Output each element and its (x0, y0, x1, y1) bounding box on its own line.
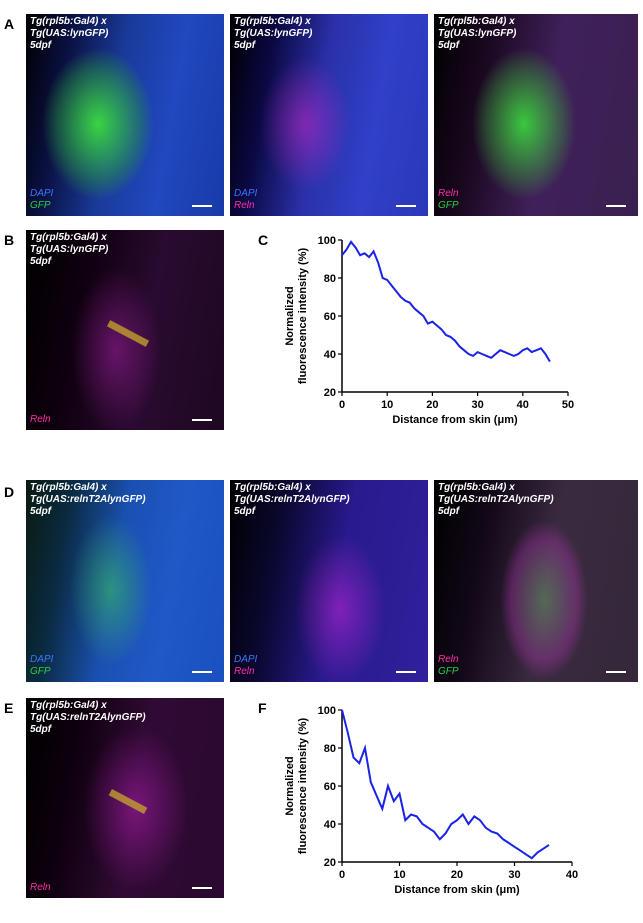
legend-reln: Reln (438, 188, 459, 199)
y-tick-label: 40 (324, 349, 336, 361)
micrograph-d3: Tg(rpl5b:Gal4) x Tg(UAS:relnT2AlynGFP) 5… (434, 480, 638, 682)
micrograph-caption: Tg(rpl5b:Gal4) x Tg(UAS:lynGFP) 5dpf (438, 16, 517, 51)
panel-label-b: B (4, 232, 15, 248)
channel-legend: DAPI GFP (30, 654, 53, 678)
chart-c: 20 40 60 80 100 0 10 20 30 40 50 Distance from skin… (284, 235, 574, 426)
x-tick-label: 40 (566, 869, 578, 881)
micrograph-a2: Tg(rpl5b:Gal4) x Tg(UAS:lynGFP) 5dpf DAP… (230, 14, 428, 216)
legend-reln: Reln (438, 654, 459, 665)
micrograph-d1: Tg(rpl5b:Gal4) x Tg(UAS:relnT2AlynGFP) 5… (26, 480, 224, 682)
y-tick-label: 60 (324, 781, 336, 793)
scale-bar (606, 205, 626, 207)
intensity-series-line (341, 709, 550, 860)
panel-label-e: E (4, 700, 14, 716)
panel-label-c: C (258, 232, 269, 248)
micrograph-caption: Tg(rpl5b:Gal4) x Tg(UAS:lynGFP) 5dpf (30, 16, 109, 51)
y-tick-label: 40 (324, 819, 336, 831)
scale-bar (396, 205, 416, 207)
channel-legend: Reln GFP (438, 654, 459, 678)
intensity-series-line (341, 240, 551, 363)
measurement-line (106, 320, 150, 347)
x-tick-label: 0 (339, 399, 345, 411)
legend-gfp: GFP (30, 666, 51, 677)
y-axis-label: Normalizedfluorescence intensity (%) (284, 248, 309, 385)
micrograph-caption: Tg(rpl5b:Gal4) x Tg(UAS:relnT2AlynGFP) 5… (30, 700, 146, 735)
y-axis-label: Normalizedfluorescence intensity (%) (284, 718, 309, 855)
scale-bar (606, 671, 626, 673)
scale-bar (192, 887, 212, 889)
y-tick-label: 100 (318, 705, 336, 717)
x-tick-label: 10 (381, 399, 393, 411)
x-axis-label: Distance from skin (μm) (394, 884, 520, 896)
x-tick-label: 40 (517, 399, 529, 411)
y-tick-label: 80 (324, 743, 336, 755)
legend-dapi: DAPI (234, 188, 258, 199)
y-tick-label: 20 (324, 857, 336, 869)
channel-legend: Reln GFP (438, 188, 459, 212)
micrograph-caption: Tg(rpl5b:Gal4) x Tg(UAS:relnT2AlynGFP) 5… (438, 482, 554, 517)
channel-legend: DAPI Reln (234, 654, 257, 678)
micrograph-b: Tg(rpl5b:Gal4) x Tg(UAS:lynGFP) 5dpf Rel… (26, 230, 224, 430)
micrograph-d2: Tg(rpl5b:Gal4) x Tg(UAS:relnT2AlynGFP) 5… (230, 480, 428, 682)
legend-reln: Reln (30, 882, 51, 893)
legend-dapi: DAPI (30, 188, 54, 199)
legend-reln: Reln (234, 200, 255, 211)
x-tick-label: 20 (451, 869, 463, 881)
micrograph-a3: Tg(rpl5b:Gal4) x Tg(UAS:lynGFP) 5dpf Rel… (434, 14, 638, 216)
micrograph-caption: Tg(rpl5b:Gal4) x Tg(UAS:lynGFP) 5dpf (30, 232, 109, 267)
channel-legend: DAPI Reln (234, 188, 257, 212)
x-tick-label: 30 (471, 399, 483, 411)
panel-label-d: D (4, 484, 15, 500)
legend-reln: Reln (234, 666, 255, 677)
legend-gfp: GFP (30, 200, 51, 211)
panel-label-a: A (4, 16, 15, 32)
scale-bar (192, 671, 212, 673)
y-tick-label: 60 (324, 311, 336, 323)
legend-gfp: GFP (438, 666, 459, 677)
chart-f: 20 40 60 80 100 0 10 20 30 40 Distance from skin (… (284, 705, 578, 896)
y-tick-label: 80 (324, 273, 336, 285)
channel-legend: Reln (30, 414, 51, 426)
scale-bar (396, 671, 416, 673)
x-axis-label: Distance from skin (μm) (392, 414, 518, 426)
scale-bar (192, 419, 212, 421)
micrograph-caption: Tg(rpl5b:Gal4) x Tg(UAS:lynGFP) 5dpf (234, 16, 313, 51)
channel-legend: DAPI GFP (30, 188, 53, 212)
x-tick-label: 20 (426, 399, 438, 411)
legend-dapi: DAPI (30, 654, 54, 665)
panel-label-f: F (258, 700, 267, 716)
y-tick-label: 20 (324, 387, 336, 399)
micrograph-caption: Tg(rpl5b:Gal4) x Tg(UAS:relnT2AlynGFP) 5… (30, 482, 146, 517)
x-tick-label: 10 (393, 869, 405, 881)
legend-gfp: GFP (438, 200, 459, 211)
x-tick-label: 0 (339, 869, 345, 881)
legend-reln: Reln (30, 414, 51, 425)
micrograph-e: Tg(rpl5b:Gal4) x Tg(UAS:relnT2AlynGFP) 5… (26, 698, 224, 898)
measurement-line (108, 789, 148, 814)
y-tick-label: 100 (318, 235, 336, 247)
micrograph-a1: Tg(rpl5b:Gal4) x Tg(UAS:lynGFP) 5dpf DAP… (26, 14, 224, 216)
micrograph-caption: Tg(rpl5b:Gal4) x Tg(UAS:relnT2AlynGFP) 5… (234, 482, 350, 517)
legend-dapi: DAPI (234, 654, 258, 665)
x-tick-label: 50 (562, 399, 574, 411)
scale-bar (192, 205, 212, 207)
x-tick-label: 30 (508, 869, 520, 881)
channel-legend: Reln (30, 882, 51, 894)
